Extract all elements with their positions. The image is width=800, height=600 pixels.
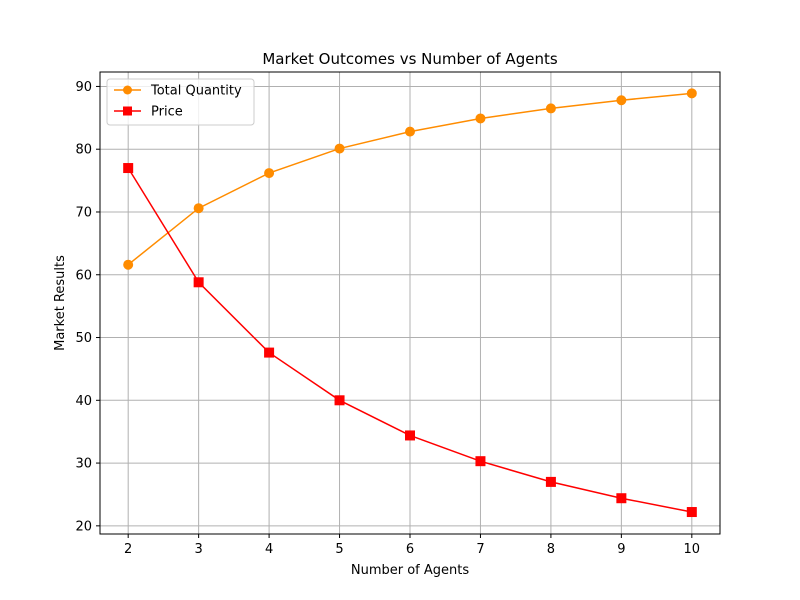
grid-lines: [100, 72, 720, 534]
x-tick-label: 8: [547, 542, 555, 557]
series-layer: [123, 88, 697, 518]
y-axis-label: Market Results: [53, 255, 68, 351]
data-point-total-quantity: [264, 168, 275, 179]
y-ticks: 20 30 40 50 60 70 80 90: [75, 80, 100, 534]
data-point-price: [475, 456, 486, 467]
data-point-total-quantity: [193, 203, 204, 214]
plot-frame: [99, 71, 721, 535]
x-tick-label: 5: [335, 542, 343, 557]
legend-item-total-quantity: Total Quantity: [114, 84, 242, 99]
data-point-price: [405, 430, 415, 441]
legend-label: Price: [151, 105, 183, 120]
y-tick-label: 20: [75, 519, 92, 534]
series-price: [123, 163, 697, 518]
x-tick-label: 2: [124, 542, 132, 557]
y-tick-label: 40: [75, 394, 92, 409]
y-tick-label: 30: [75, 457, 92, 472]
y-tick-label: 60: [75, 268, 92, 283]
legend-label: Total Quantity: [150, 84, 242, 99]
data-point-price: [264, 347, 275, 358]
data-point-total-quantity: [686, 88, 697, 99]
x-tick-label: 10: [684, 542, 701, 557]
data-point-price: [686, 507, 697, 518]
legend-marker: [123, 106, 132, 116]
data-point-total-quantity: [475, 113, 486, 124]
x-tick-label: 6: [406, 542, 414, 557]
legend-item-price: Price: [114, 105, 183, 120]
data-point-total-quantity: [334, 143, 345, 154]
x-tick-label: 7: [476, 542, 484, 557]
legend: Total Quantity Price: [106, 78, 255, 126]
y-tick-label: 50: [75, 331, 92, 346]
x-tick-label: 9: [617, 542, 625, 557]
chart-title: Market Outcomes vs Number of Agents: [262, 50, 557, 68]
data-point-total-quantity: [545, 103, 556, 114]
x-tick-label: 4: [265, 542, 273, 557]
x-ticks: 2 3 4 5 6 7 8 9 10: [124, 534, 700, 557]
data-point-total-quantity: [616, 95, 627, 106]
data-point-total-quantity: [405, 126, 415, 137]
legend-marker: [123, 85, 132, 95]
data-point-price: [545, 476, 556, 487]
y-tick-label: 80: [75, 143, 92, 158]
y-tick-label: 70: [75, 205, 92, 220]
data-point-total-quantity: [123, 259, 134, 270]
legend-box: [106, 78, 255, 126]
data-point-price: [334, 395, 345, 406]
data-point-price: [616, 493, 627, 504]
data-point-price: [123, 163, 134, 174]
x-axis-label: Number of Agents: [351, 563, 469, 578]
series-total-quantity: [123, 88, 697, 270]
y-tick-label: 90: [75, 80, 92, 95]
x-tick-label: 3: [194, 542, 202, 557]
data-point-price: [193, 277, 204, 288]
